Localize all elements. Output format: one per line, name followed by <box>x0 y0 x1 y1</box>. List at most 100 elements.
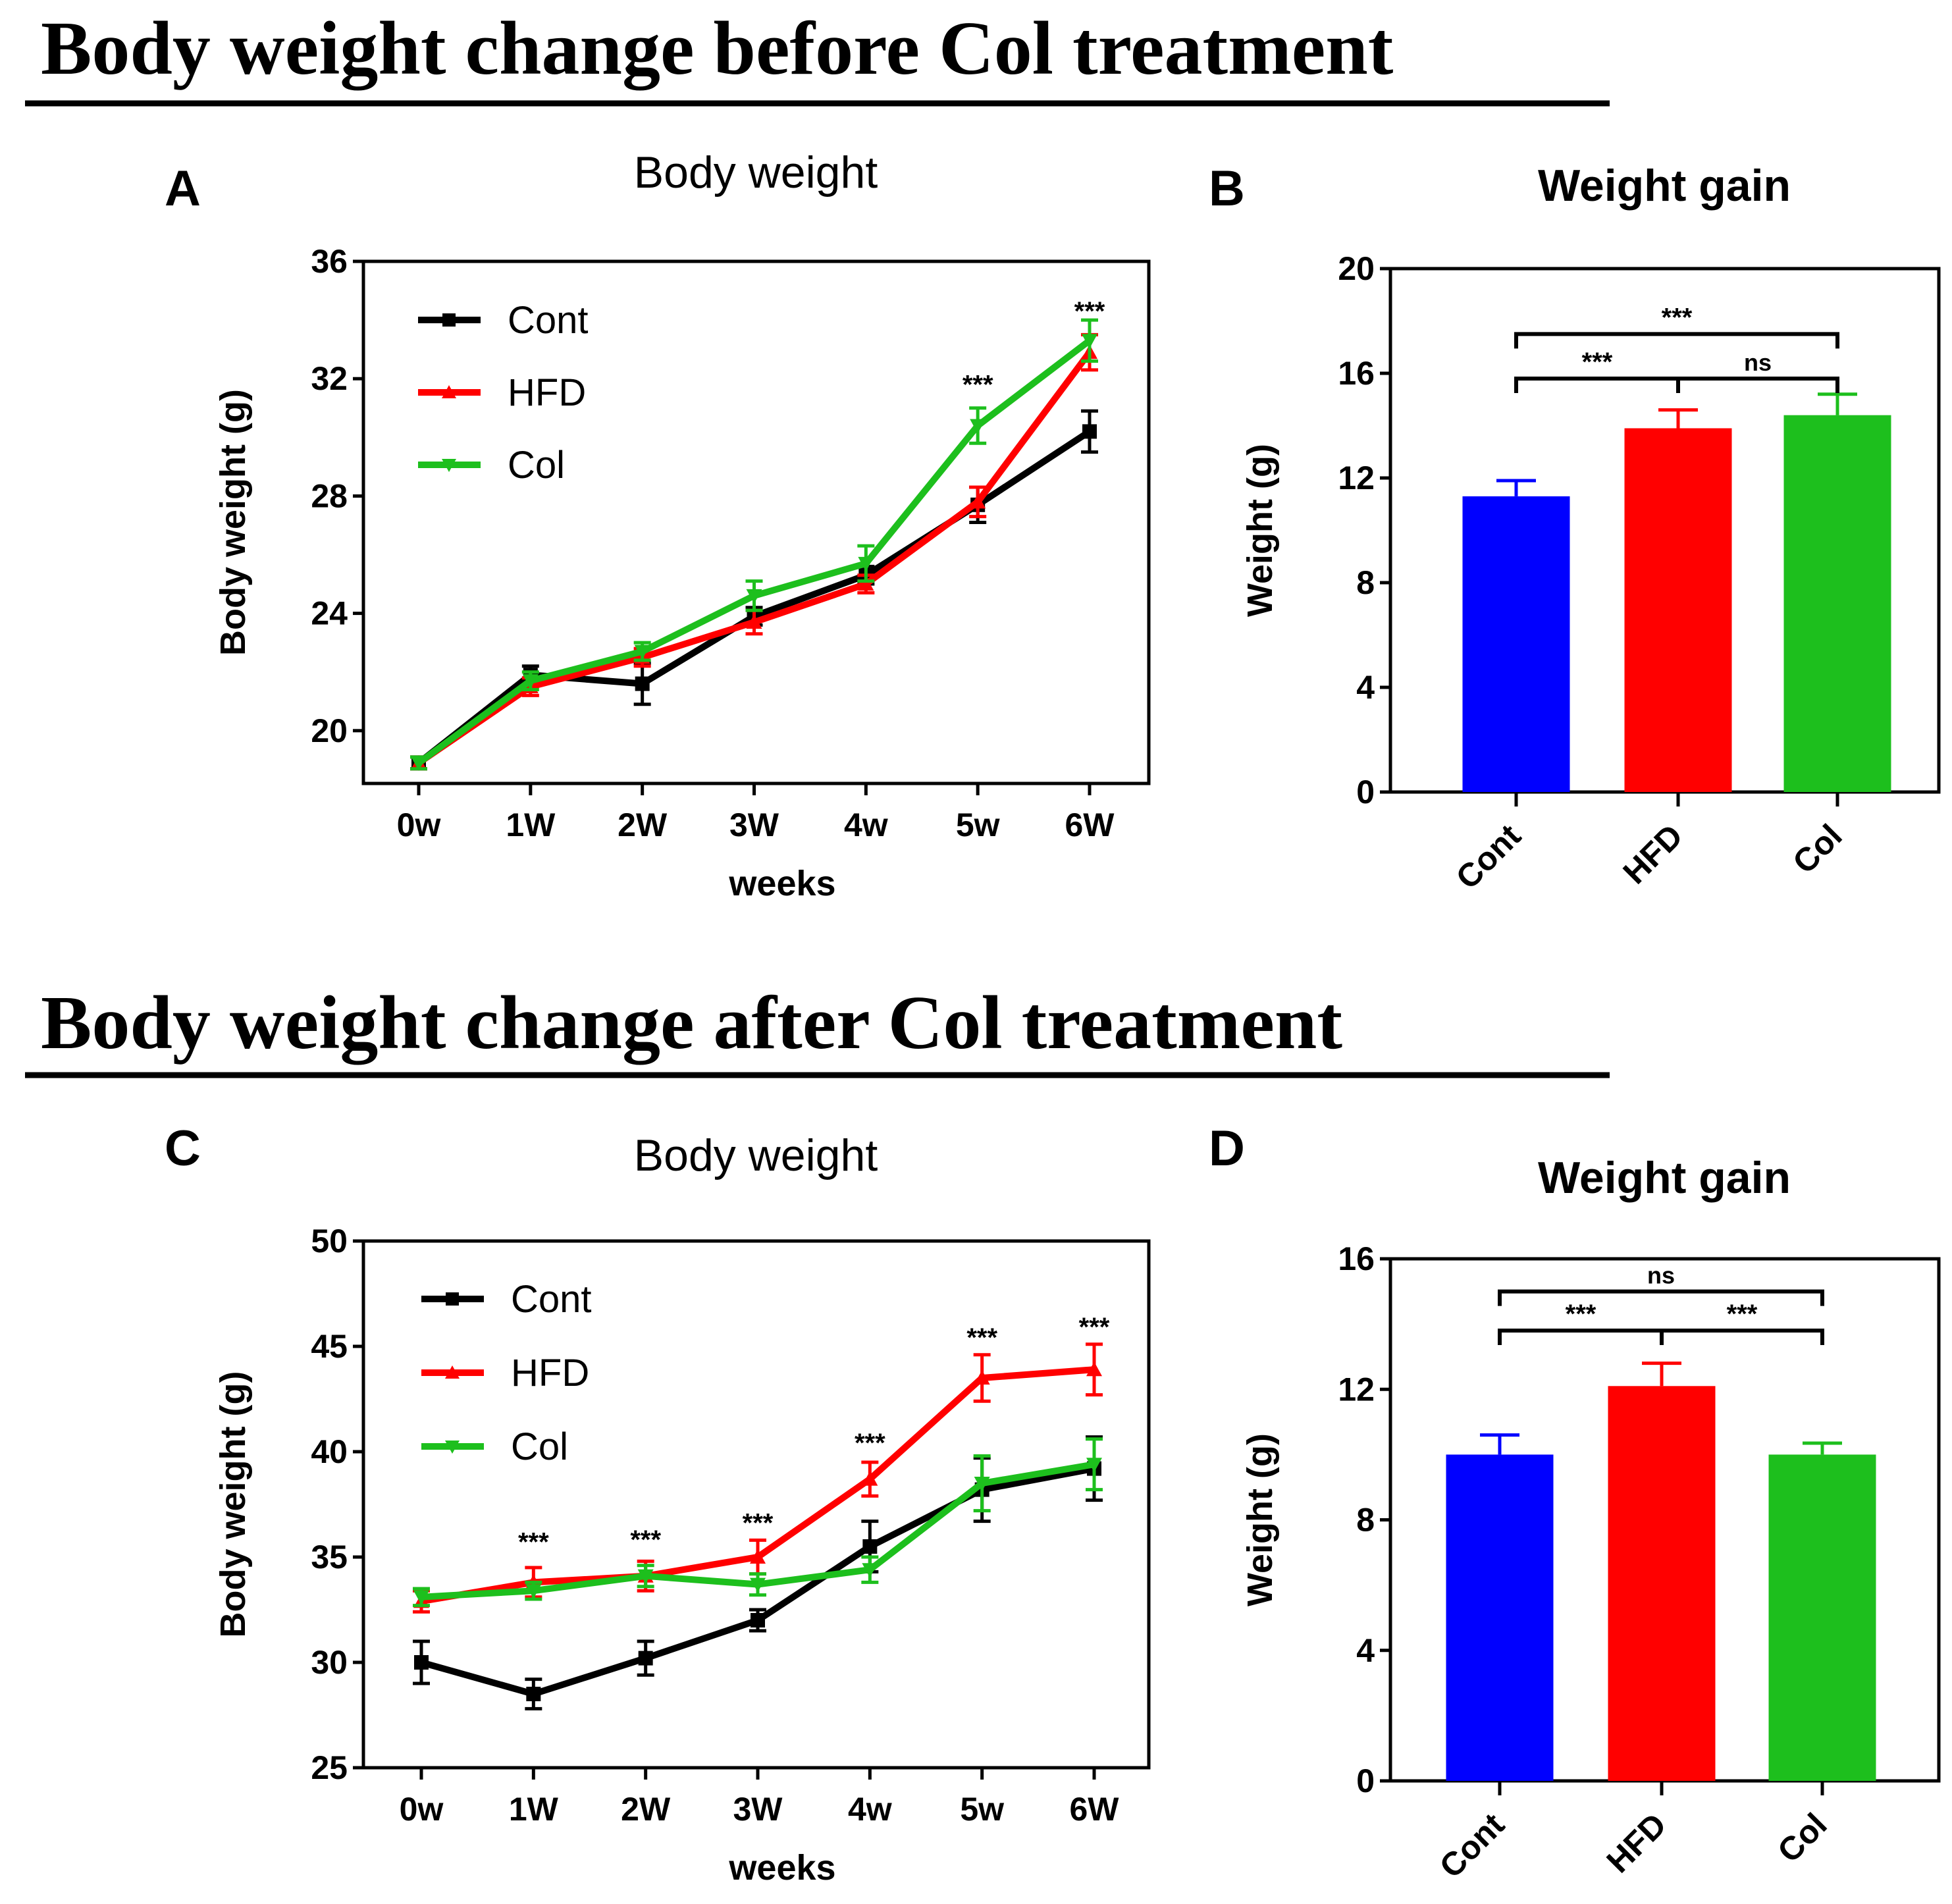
x-tick-label-a-0w: 0w <box>397 807 441 843</box>
x-tick-label-d-col: Col <box>1770 1806 1834 1870</box>
data-point-triangle-down <box>522 674 539 689</box>
comparison-bracket: *** <box>1498 1300 1664 1346</box>
x-tick-label-c-3w: 3W <box>733 1791 783 1828</box>
panel-letter-c: C <box>165 1121 201 1177</box>
x-tick-label-c-0w: 0w <box>400 1791 444 1828</box>
data-point-square <box>862 1539 878 1554</box>
legend-label-hfd: HFD <box>511 1352 589 1394</box>
x-tick-label-d-cont: Cont <box>1433 1806 1512 1885</box>
series-col-a <box>410 318 1098 771</box>
legend-label-hfd: HFD <box>508 371 586 414</box>
legend-label-col: Col <box>508 444 565 487</box>
data-point-triangle <box>1086 1362 1102 1377</box>
y-tick-label-d: 4 <box>1356 1632 1375 1669</box>
legend-marker <box>442 459 456 472</box>
data-point-triangle-down <box>411 756 427 771</box>
data-point-square <box>414 1655 429 1670</box>
data-point-triangle <box>862 1471 878 1486</box>
section-title-before: Body weight change before Col treatment <box>41 7 1394 91</box>
bracket-line <box>1676 376 1839 393</box>
panel-letter-d: D <box>1209 1121 1245 1177</box>
significance-label: *** <box>1079 1313 1110 1342</box>
significance-label: *** <box>1727 1300 1758 1329</box>
comparison-bracket: *** <box>1514 348 1680 393</box>
legend-label-col: Col <box>511 1425 568 1468</box>
data-point-triangle-down <box>637 1569 654 1584</box>
data-point-triangle-down <box>862 1563 878 1578</box>
chart-title-c: Body weight <box>634 1130 878 1180</box>
significance-label: ns <box>1744 349 1772 376</box>
y-tick-label-d: 0 <box>1356 1762 1375 1799</box>
y-tick-label-b: 4 <box>1356 669 1375 706</box>
data-point-square <box>635 676 650 691</box>
panel-b-bar-chart: B Weight gain 0 4 8 12 16 20 Weight (g) Cont HFD Co… <box>1209 161 1941 896</box>
data-point-triangle <box>858 576 874 591</box>
x-tick-label-c-4w: 4w <box>848 1791 892 1828</box>
significance-label: *** <box>1074 297 1105 326</box>
legend-marker <box>442 385 456 398</box>
legend-a: Cont HFD Col <box>418 299 589 487</box>
significance-label: *** <box>630 1525 661 1554</box>
y-tick-label-a: 36 <box>311 243 348 280</box>
legend-marker <box>445 1365 460 1379</box>
legend-marker <box>445 1441 460 1454</box>
y-tick-label-b: 20 <box>1338 250 1375 287</box>
y-tick-label-b: 12 <box>1338 460 1375 496</box>
x-tick-label-a-4w: 4w <box>844 807 888 843</box>
data-point-triangle-down <box>634 645 650 660</box>
data-point-triangle-down <box>1082 334 1097 349</box>
plot-frame-c <box>361 1239 1151 1770</box>
y-tick-label-b: 0 <box>1356 774 1375 810</box>
x-tick-label-b-hfd: HFD <box>1616 817 1690 891</box>
y-axis-label-a: Body weight (g) <box>213 389 253 656</box>
panel-d-bar-chart: D Weight gain 0 4 8 12 16 Weight (g) Cont HFD Col *… <box>1209 1121 1941 1885</box>
x-tick-label-c-5w: 5w <box>960 1791 1004 1828</box>
x-tick-label-a-1w: 1W <box>506 807 556 843</box>
chart-title-a: Body weight <box>634 147 878 198</box>
significance-label: *** <box>518 1527 549 1556</box>
bracket-line <box>1660 1329 1824 1346</box>
comparison-bracket: *** <box>1660 1300 1824 1346</box>
x-tick-label-a-5w: 5w <box>956 807 1000 843</box>
x-tick-label-c-1w: 1W <box>509 1791 559 1828</box>
data-point-square <box>751 1613 765 1627</box>
data-point-square <box>526 1687 541 1701</box>
section-title-after: Body weight change after Col treatment <box>41 981 1342 1065</box>
x-tick-label-b-cont: Cont <box>1449 817 1528 896</box>
x-axis-label-a: weeks <box>728 864 835 903</box>
data-point-triangle-down <box>970 419 986 434</box>
bracket-line <box>1514 376 1680 393</box>
data-point-triangle-down <box>525 1584 542 1599</box>
x-tick-label-b-col: Col <box>1785 817 1849 881</box>
data-point-triangle-down <box>413 1590 429 1605</box>
bar-cont <box>1446 1454 1554 1781</box>
significance-label: *** <box>1582 348 1613 377</box>
panel-letter-a: A <box>165 161 201 217</box>
y-tick-label-c: 30 <box>311 1644 348 1681</box>
y-tick-label-d: 8 <box>1356 1502 1375 1539</box>
data-point-triangle-down <box>750 1577 766 1593</box>
y-tick-label-c: 50 <box>311 1223 348 1259</box>
significance-label: *** <box>966 1323 997 1352</box>
data-point-triangle <box>970 494 986 509</box>
bar-col <box>1783 415 1891 792</box>
plot-frame-a <box>361 259 1151 785</box>
data-point-square <box>638 1651 653 1666</box>
x-tick-label-a-3w: 3W <box>729 807 779 843</box>
y-tick-label-a: 32 <box>311 360 348 397</box>
chart-title-b: Weight gain <box>1538 161 1791 211</box>
data-point-triangle-down <box>1086 1458 1102 1473</box>
y-tick-label-d: 12 <box>1338 1371 1375 1408</box>
data-point-triangle <box>750 1549 766 1564</box>
y-tick-label-c: 25 <box>311 1749 348 1786</box>
data-point-triangle-down <box>746 589 762 604</box>
bar-hfd <box>1608 1386 1716 1781</box>
y-tick-label-b: 16 <box>1338 355 1375 392</box>
bar-hfd <box>1624 428 1732 792</box>
comparison-bracket: *** <box>1514 303 1839 349</box>
legend-c: Cont HFD Col <box>421 1278 592 1468</box>
y-tick-label-a: 24 <box>311 595 348 632</box>
legend-label-cont: Cont <box>511 1278 592 1321</box>
significance-label: *** <box>1566 1300 1596 1329</box>
